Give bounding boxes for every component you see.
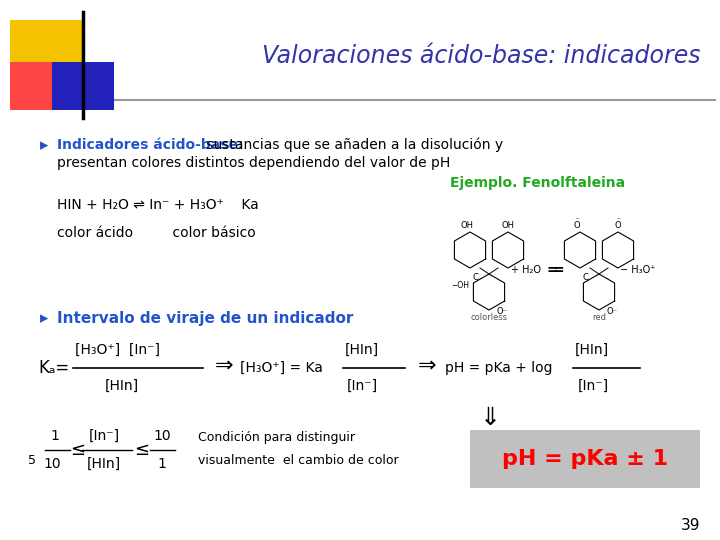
Text: OH: OH: [461, 221, 474, 231]
Text: 1: 1: [50, 429, 60, 443]
Text: Intervalo de viraje de un indicador: Intervalo de viraje de un indicador: [57, 310, 354, 326]
Text: ⇒: ⇒: [418, 356, 436, 376]
Text: [H₃O⁺]  [In⁻]: [H₃O⁺] [In⁻]: [75, 343, 160, 357]
Text: color ácido         color básico: color ácido color básico: [57, 226, 256, 240]
Text: Valoraciones ácido-base: indicadores: Valoraciones ácido-base: indicadores: [261, 44, 700, 68]
Text: O⁻: O⁻: [497, 307, 508, 316]
Text: + H₂O: + H₂O: [511, 265, 541, 275]
Text: ▸: ▸: [40, 136, 48, 154]
Text: [H₃O⁺] = Ka: [H₃O⁺] = Ka: [240, 361, 323, 375]
Text: ⁻: ⁻: [616, 217, 620, 223]
Text: [In⁻]: [In⁻]: [578, 379, 609, 393]
Text: ▸: ▸: [40, 309, 48, 327]
Text: ⇒: ⇒: [215, 356, 233, 376]
Text: [In⁻]: [In⁻]: [89, 429, 120, 443]
Bar: [52, 62, 114, 110]
Text: presentan colores distintos dependiendo del valor de pH: presentan colores distintos dependiendo …: [57, 156, 450, 170]
Text: 39: 39: [680, 517, 700, 532]
Text: red: red: [592, 314, 606, 322]
Text: C: C: [472, 273, 478, 282]
Text: colorless: colorless: [470, 314, 508, 322]
Text: pH = pKa ± 1: pH = pKa ± 1: [502, 449, 668, 469]
Text: [HIn]: [HIn]: [575, 343, 609, 357]
Text: Kₐ=: Kₐ=: [38, 359, 69, 377]
Text: ≤: ≤: [71, 441, 86, 459]
Text: 10: 10: [43, 457, 60, 471]
Text: =: =: [546, 263, 558, 277]
Text: Indicadores ácido-base:: Indicadores ácido-base:: [57, 138, 243, 152]
Text: HIN + H₂O ⇌ In⁻ + H₃O⁺    Ka: HIN + H₂O ⇌ In⁻ + H₃O⁺ Ka: [57, 198, 258, 212]
FancyBboxPatch shape: [470, 430, 700, 488]
Text: ⇓: ⇓: [480, 406, 500, 430]
Text: Ejemplo. Fenolftaleina: Ejemplo. Fenolftaleina: [450, 176, 625, 190]
Text: O: O: [615, 221, 621, 231]
Text: 5: 5: [28, 454, 36, 467]
Text: visualmente  el cambio de color: visualmente el cambio de color: [198, 454, 399, 467]
Text: − H₃O⁺: − H₃O⁺: [620, 265, 656, 275]
Bar: [10, 62, 60, 110]
Text: O: O: [574, 221, 580, 231]
Text: [HIn]: [HIn]: [345, 343, 379, 357]
Bar: [10, 20, 82, 75]
Text: sustancias que se añaden a la disolución y: sustancias que se añaden a la disolución…: [202, 138, 503, 152]
Text: 10: 10: [153, 429, 171, 443]
Text: =: =: [552, 263, 564, 277]
Text: ≤: ≤: [135, 441, 150, 459]
Text: Condición para distinguir: Condición para distinguir: [198, 431, 355, 444]
Text: [In⁻]: [In⁻]: [347, 379, 378, 393]
Text: [HIn]: [HIn]: [105, 379, 139, 393]
Text: −OH: −OH: [451, 280, 469, 289]
Text: [HIn]: [HIn]: [87, 457, 121, 471]
Text: ⁻: ⁻: [575, 217, 579, 223]
Text: C: C: [582, 273, 588, 282]
Text: OH: OH: [502, 221, 515, 231]
Text: pH = pKa + log: pH = pKa + log: [445, 361, 552, 375]
Text: 1: 1: [158, 457, 166, 471]
Text: O⁻: O⁻: [606, 307, 618, 316]
